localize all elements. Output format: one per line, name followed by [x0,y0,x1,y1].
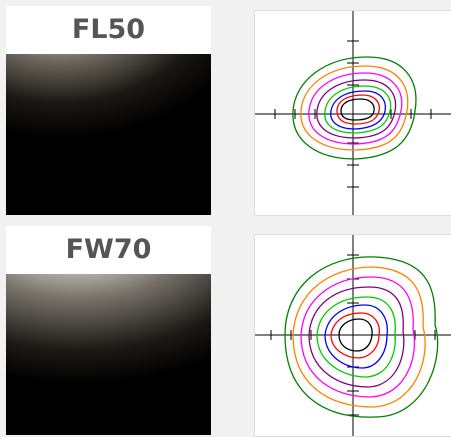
isolux-plot-fw70 [254,234,451,437]
beam-photo-fw70 [6,274,211,435]
beam-label-fw70: FW70 [6,226,211,274]
isolux-plot-fl50 [254,10,451,216]
beam-photo-fl50 [6,54,211,215]
beam-label-fl50: FL50 [6,6,211,54]
